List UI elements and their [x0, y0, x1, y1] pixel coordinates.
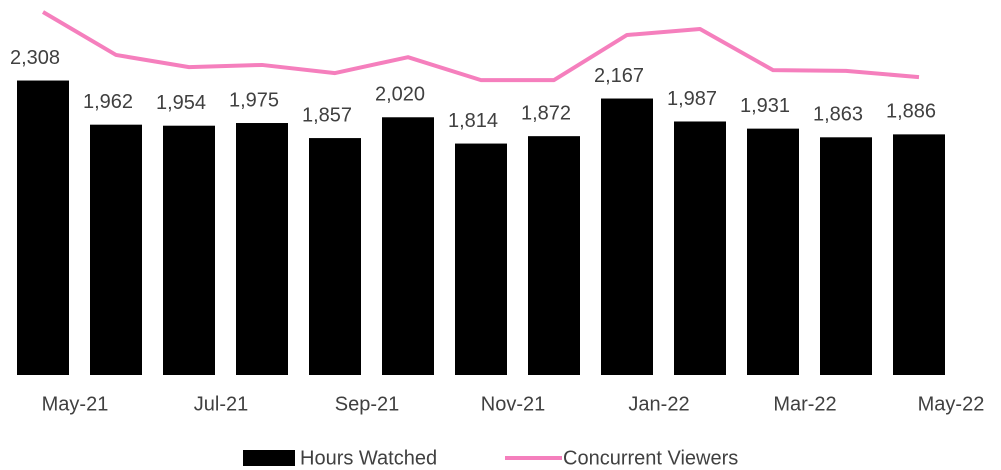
data-label: 1,931: [740, 95, 790, 117]
data-label: 1,962: [83, 91, 133, 113]
x-tick-label: Mar-22: [773, 393, 836, 415]
legend-label: Hours Watched: [300, 447, 437, 469]
legend-label: Concurrent Viewers: [563, 447, 738, 469]
data-label: 2,167: [594, 65, 644, 87]
x-tick-label: Jul-21: [194, 393, 248, 415]
bar: [674, 121, 726, 375]
bar: [528, 136, 580, 375]
data-label: 1,987: [667, 88, 717, 110]
data-label: 1,954: [156, 92, 206, 114]
bar: [382, 117, 434, 375]
x-tick-label: May-22: [918, 393, 985, 415]
data-label: 1,886: [886, 101, 936, 123]
data-label: 1,975: [229, 89, 279, 111]
line: [41, 10, 920, 83]
bar: [747, 128, 799, 375]
bar: [309, 138, 361, 375]
legend-swatch: [243, 450, 295, 466]
data-label: 2,308: [10, 47, 60, 69]
x-tick-label: Jan-22: [628, 393, 689, 415]
bar: [17, 80, 69, 375]
x-tick-label: May-21: [42, 393, 109, 415]
bar: [601, 98, 653, 375]
bar: [163, 125, 215, 375]
data-label: 2,020: [375, 84, 425, 106]
data-label: 1,814: [448, 110, 498, 132]
bar: [90, 124, 142, 375]
x-tick-label: Sep-21: [335, 393, 400, 415]
bar: [236, 123, 288, 375]
bar: [455, 143, 507, 375]
data-label: 1,857: [302, 104, 352, 126]
data-label: 1,872: [521, 102, 571, 124]
data-label: 1,863: [813, 104, 863, 126]
x-tick-label: Nov-21: [481, 393, 545, 415]
bar: [820, 137, 872, 375]
bar: [893, 134, 945, 375]
